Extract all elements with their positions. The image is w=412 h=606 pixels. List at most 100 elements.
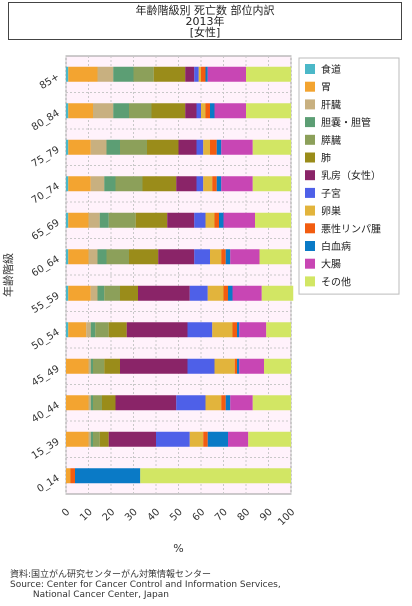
legend-swatch (305, 117, 315, 128)
bar-segment (214, 212, 219, 228)
bar-segment (90, 395, 93, 411)
bar-segment (158, 249, 195, 265)
bar-segment (115, 395, 177, 411)
bar-segment (113, 103, 129, 119)
bar-segment (95, 322, 109, 338)
bar-segment (234, 358, 237, 374)
category-label: 45_49 (30, 363, 62, 388)
category-label: 0_14 (35, 473, 61, 495)
bar-segment (230, 395, 253, 411)
bar-segment (207, 431, 228, 447)
bar-segment (196, 103, 201, 119)
legend-swatch (305, 64, 315, 74)
bar-segment (66, 249, 69, 265)
bar-segment (237, 322, 240, 338)
bar-segment (203, 431, 208, 447)
x-tick-label: 0 (60, 507, 72, 519)
bar-segment (68, 139, 91, 155)
bar-segment (66, 431, 89, 447)
bar-segment (189, 431, 204, 447)
bar-segment (66, 468, 71, 484)
legend-swatch (305, 187, 315, 198)
bar-segment (97, 249, 107, 265)
bar-segment (104, 285, 120, 301)
bar-segment (126, 322, 188, 338)
y-axis-title: 年齢階級 (1, 253, 15, 297)
source-line-1: 資料:国立がん研究センターがん対策情報センター (10, 570, 212, 580)
bar-segment (66, 358, 89, 374)
bar-segment (203, 139, 210, 155)
bar-segment (185, 103, 197, 119)
bar-segment (239, 322, 267, 338)
bar-segment (93, 103, 114, 119)
bar-segment (219, 212, 224, 228)
bar-segment (120, 358, 188, 374)
x-tick-label: 40 (146, 507, 163, 524)
legend-swatch (305, 134, 315, 145)
legend-box (298, 57, 400, 295)
bar-segment (252, 176, 291, 192)
x-tick-label: 70 (213, 507, 230, 524)
x-tick-label: 10 (78, 507, 95, 524)
bar-segment (176, 176, 197, 192)
bar-segment (156, 431, 190, 447)
bar-segment (223, 212, 255, 228)
legend-label: 卵巣 (321, 205, 341, 218)
bar-segment (151, 103, 186, 119)
bar-segment (221, 249, 226, 265)
bar-segment (214, 358, 235, 374)
bar-segment (106, 249, 129, 265)
bar-segment (264, 358, 291, 374)
bar-segment (167, 212, 195, 228)
legend-label: 白血病 (321, 240, 351, 253)
bar-segment (237, 358, 240, 374)
bar-segment (93, 358, 105, 374)
bar-segment (99, 431, 109, 447)
bar-segment (68, 66, 98, 82)
category-label: 70_74 (30, 181, 62, 206)
bar-segment (106, 139, 120, 155)
bar-segment (90, 358, 93, 374)
bar-segment (99, 212, 109, 228)
x-tick-label: 60 (191, 507, 208, 524)
bar-segment (194, 66, 199, 82)
bar-segment (239, 358, 264, 374)
category-label: 75_79 (30, 144, 62, 169)
category-label: 80_84 (30, 108, 62, 133)
bar-segment (129, 103, 152, 119)
legend-swatch (305, 99, 315, 110)
bar-segment (201, 103, 206, 119)
bar-segment (88, 395, 91, 411)
bar-segment (210, 249, 222, 265)
bar-segment (210, 139, 217, 155)
x-tick-label: 30 (123, 507, 140, 524)
bar-segment (75, 468, 141, 484)
source-note: 資料:国立がん研究センターがん対策情報センター Source: Center f… (10, 570, 281, 600)
category-label: 40_44 (30, 400, 62, 425)
bar-segment (142, 176, 177, 192)
bar-segment (221, 139, 253, 155)
bar-segment (68, 322, 87, 338)
bar-segment (176, 395, 206, 411)
legend-swatch (305, 258, 315, 269)
bar-segment (201, 66, 206, 82)
legend-label: 悪性リンパ腫 (321, 222, 381, 235)
bar-segment (178, 139, 197, 155)
bar-segment (225, 249, 231, 265)
bar-segment (196, 176, 204, 192)
bar-segment (104, 358, 120, 374)
bar-segment (225, 395, 231, 411)
bar-segment (66, 285, 69, 301)
bar-segment (255, 212, 291, 228)
chart-subtitle: [女性] (189, 26, 221, 39)
bar-segment (115, 176, 143, 192)
bar-segment (88, 431, 91, 447)
bar-segment (108, 212, 136, 228)
bar-segment (232, 322, 237, 338)
legend-label: 肺 (321, 153, 331, 165)
x-tick-label: 20 (101, 507, 118, 524)
category-label: 85+ (38, 71, 62, 92)
category-label: 15_39 (30, 436, 62, 461)
bar-segment (194, 212, 206, 228)
bar-segment (187, 322, 213, 338)
